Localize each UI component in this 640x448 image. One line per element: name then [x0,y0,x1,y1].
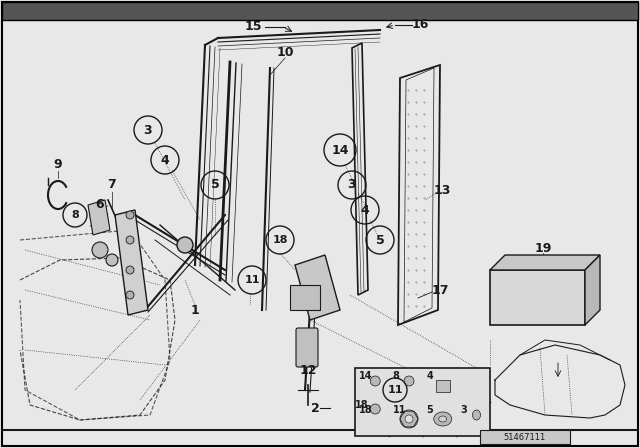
Text: 5: 5 [376,233,385,246]
Text: 1: 1 [191,303,200,316]
Text: 4: 4 [360,203,369,216]
FancyBboxPatch shape [490,270,585,325]
Ellipse shape [472,410,481,420]
Text: 11: 11 [244,275,260,285]
Text: 3: 3 [460,405,467,415]
Text: 51467111: 51467111 [504,432,546,441]
Text: 14: 14 [332,143,349,156]
Circle shape [126,266,134,274]
Circle shape [92,242,108,258]
Text: 18: 18 [272,235,288,245]
Text: 19: 19 [534,241,552,254]
Text: 3: 3 [348,178,356,191]
Text: 12: 12 [300,363,317,376]
Text: 6: 6 [96,198,104,211]
Circle shape [106,254,118,266]
Circle shape [404,376,414,386]
Circle shape [371,376,380,386]
Polygon shape [88,200,110,235]
Text: 4: 4 [426,371,433,381]
Circle shape [405,415,413,423]
Circle shape [126,211,134,219]
Circle shape [177,237,193,253]
Ellipse shape [434,412,452,426]
Ellipse shape [439,416,447,422]
FancyBboxPatch shape [290,285,320,310]
Text: 5: 5 [426,405,433,415]
Text: 10: 10 [276,46,294,59]
Circle shape [400,410,418,428]
Text: 8: 8 [393,371,399,381]
Text: 7: 7 [108,178,116,191]
FancyBboxPatch shape [2,2,638,20]
Text: 4: 4 [161,154,170,167]
Text: 9: 9 [54,159,62,172]
Text: 18: 18 [359,405,372,415]
Polygon shape [490,255,600,270]
Polygon shape [585,255,600,325]
Polygon shape [115,210,148,315]
FancyBboxPatch shape [480,430,570,444]
Text: 3: 3 [144,124,152,137]
Circle shape [126,291,134,299]
Text: 2: 2 [310,401,319,414]
FancyBboxPatch shape [296,328,318,367]
Text: 18: 18 [355,400,369,410]
Text: 15: 15 [244,21,262,34]
Circle shape [371,404,380,414]
Polygon shape [295,255,340,320]
Text: 11: 11 [387,385,403,395]
Text: 17: 17 [431,284,449,297]
Text: 5: 5 [211,178,220,191]
Text: 16: 16 [412,18,429,31]
FancyBboxPatch shape [355,368,490,436]
Text: 8: 8 [71,210,79,220]
Text: 13: 13 [433,184,451,197]
Circle shape [126,236,134,244]
Text: 11: 11 [393,405,406,415]
FancyBboxPatch shape [436,380,450,392]
Text: 14: 14 [359,371,372,381]
